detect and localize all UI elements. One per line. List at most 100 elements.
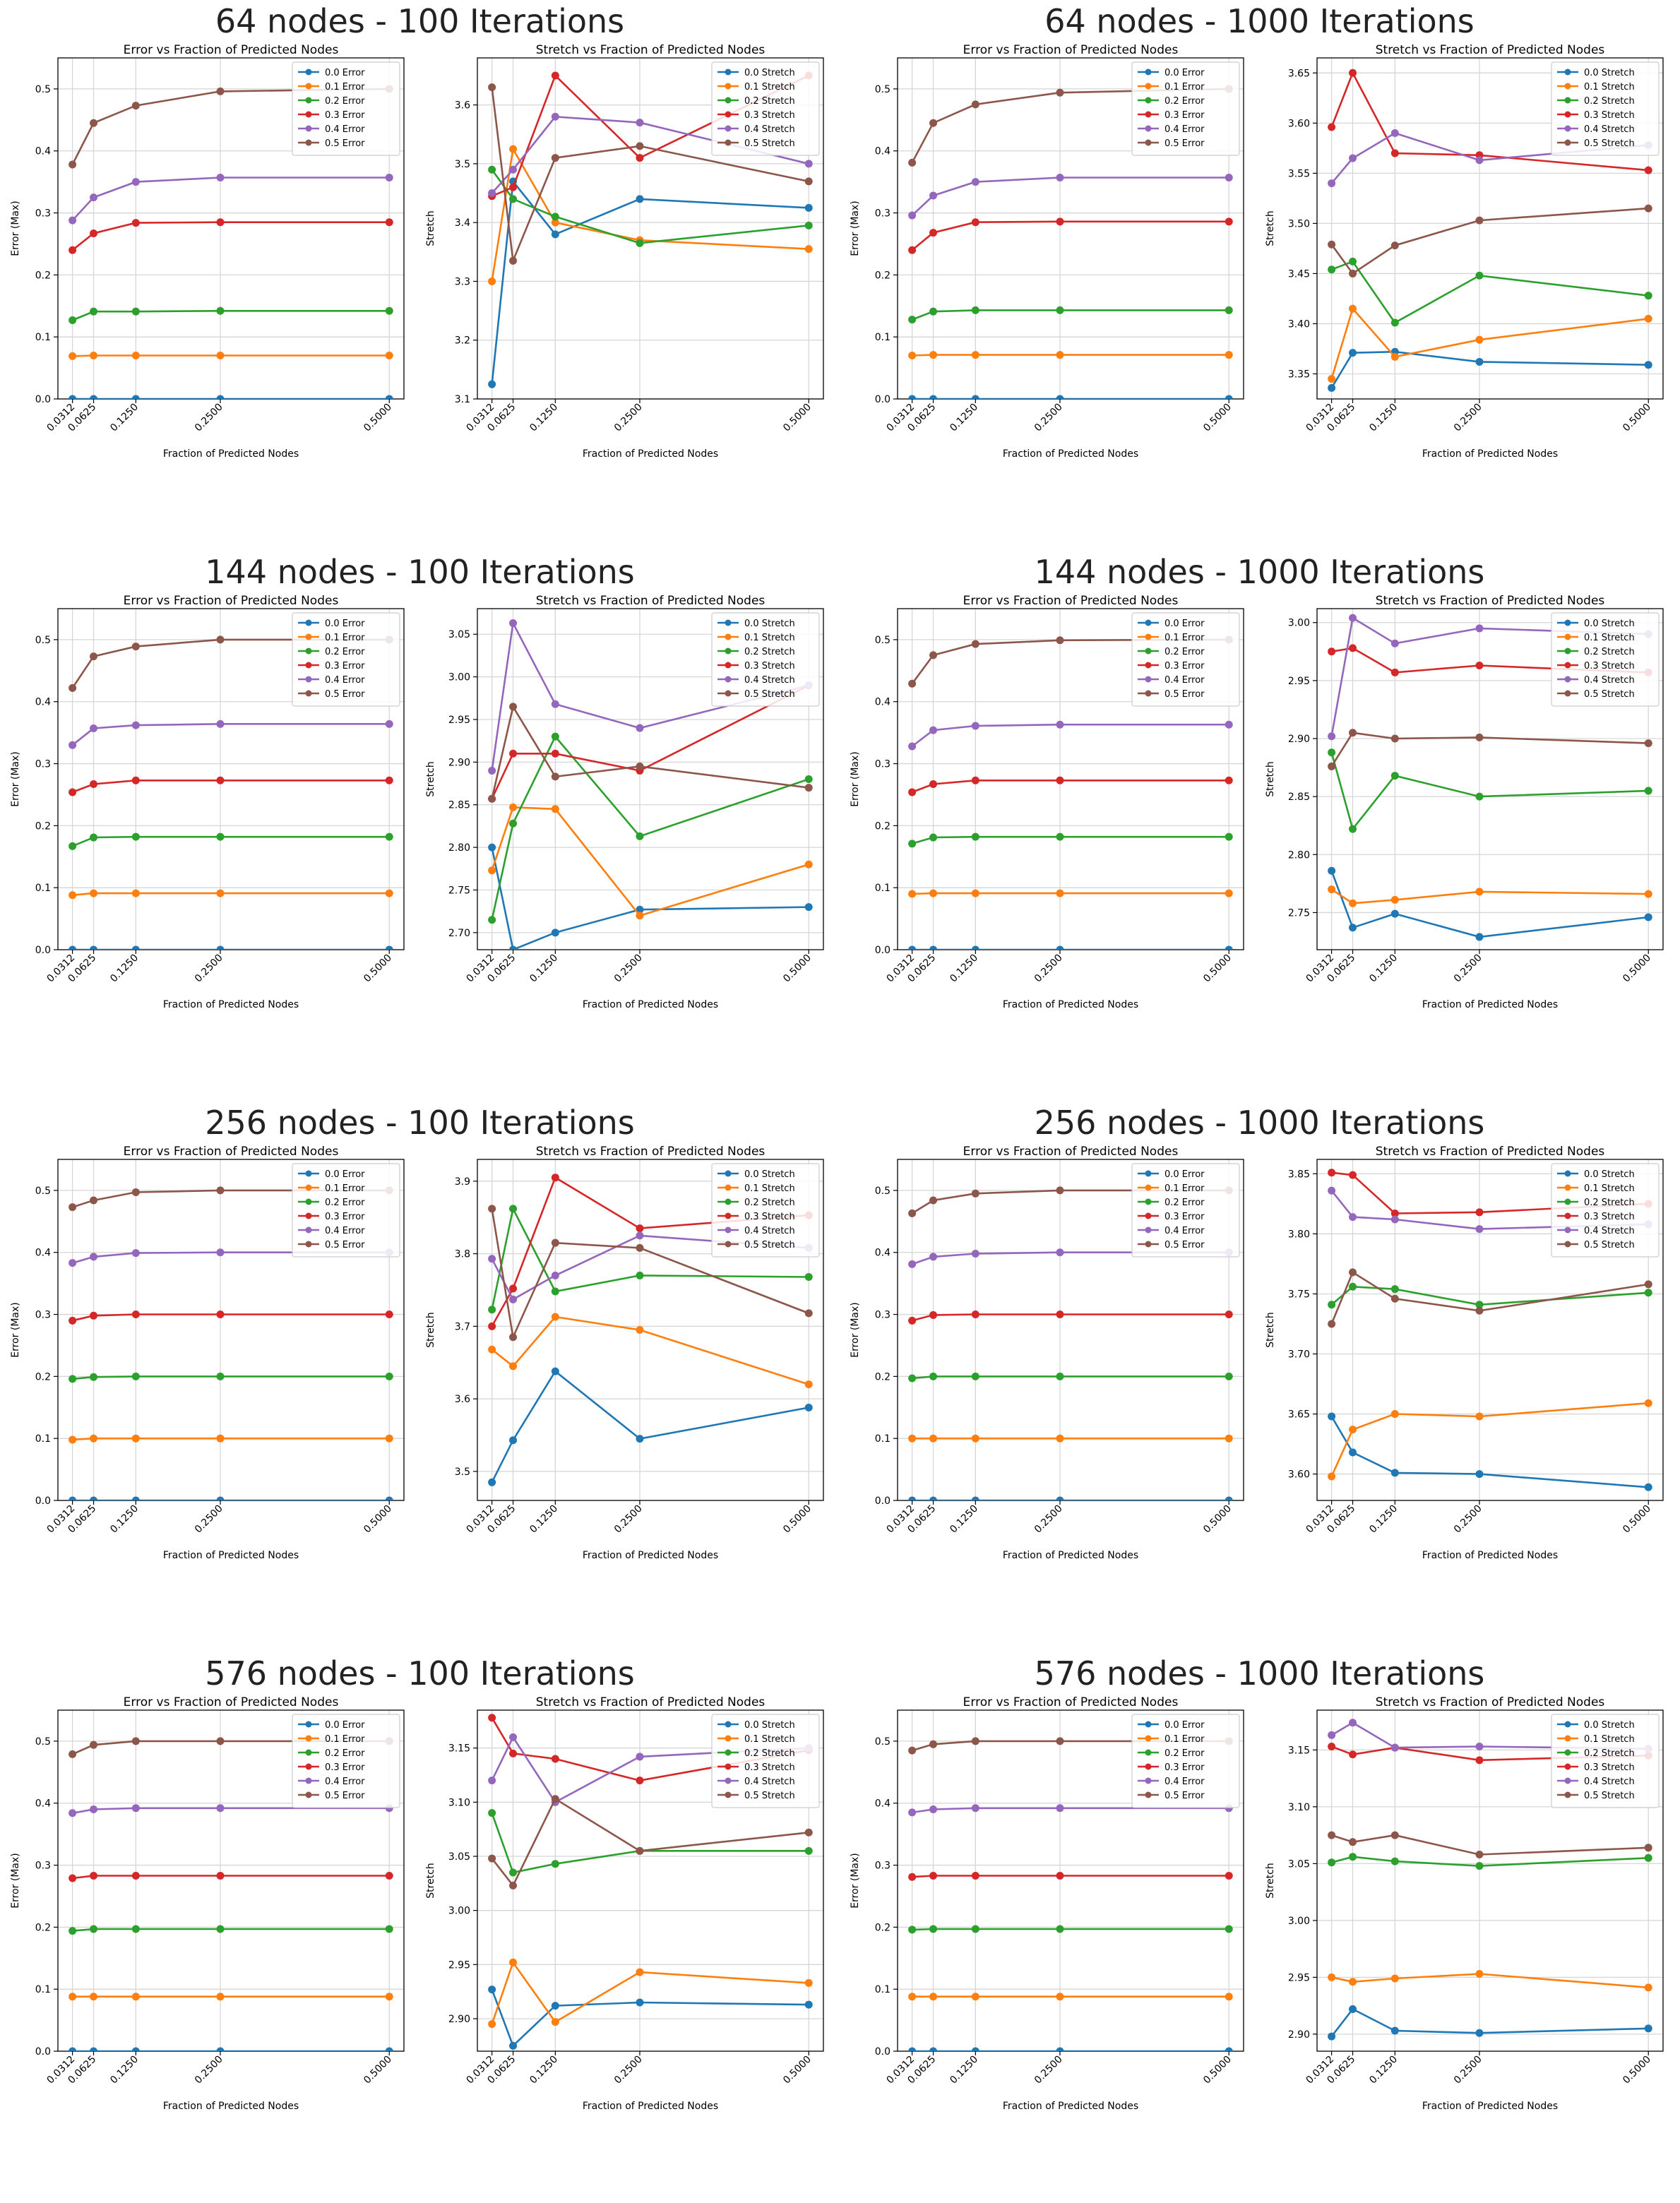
data-point [1644, 739, 1652, 748]
data-point [131, 2047, 140, 2051]
data-point [1349, 924, 1357, 932]
y-tick-label: 0.5 [35, 1736, 51, 1748]
data-point [1390, 149, 1399, 157]
data-point [1644, 361, 1652, 369]
y-tick-label: 3.75 [1288, 1289, 1310, 1300]
data-point [216, 2047, 225, 2051]
data-point [908, 1873, 917, 1881]
data-point [971, 945, 979, 950]
x-tick-label: 0.1250 [108, 2054, 141, 2086]
x-axis-label: Fraction of Predicted Nodes [583, 448, 718, 460]
data-point [1056, 1248, 1064, 1257]
legend-label: 0.1 Stretch [744, 1183, 795, 1194]
legend-marker [725, 83, 732, 90]
data-point [636, 1753, 644, 1761]
data-point [488, 1714, 496, 1722]
data-point [90, 352, 98, 360]
legend-label: 0.5 Stretch [744, 1240, 795, 1250]
data-point [1475, 933, 1484, 941]
data-point [1328, 866, 1336, 875]
legend-marker [725, 68, 732, 76]
data-point [1328, 1169, 1336, 1177]
x-tick-label: 0.1250 [528, 953, 560, 985]
data-point [971, 640, 979, 648]
data-point [971, 1372, 979, 1380]
legend-marker [1145, 1212, 1152, 1219]
block-title: 256 nodes - 1000 Iterations [1034, 1104, 1485, 1142]
data-point [216, 1993, 225, 2001]
data-point [1475, 1850, 1484, 1858]
data-point [1328, 265, 1336, 274]
data-point [1644, 1280, 1652, 1289]
data-point [216, 306, 225, 315]
data-point [636, 1846, 644, 1855]
legend-label: 0.2 Stretch [744, 96, 795, 107]
data-point [1328, 732, 1336, 741]
legend-marker [305, 1791, 312, 1798]
y-tick-label: 0.2 [875, 270, 890, 281]
legend-label: 0.1 Stretch [744, 1734, 795, 1745]
legend-marker [1564, 83, 1571, 90]
y-tick-label: 0.5 [35, 1186, 51, 1197]
y-axis-label: Stretch [1265, 1863, 1276, 1899]
data-point [551, 1367, 559, 1375]
legend-marker [1564, 111, 1571, 118]
data-point [488, 843, 496, 852]
data-point [1390, 352, 1399, 361]
y-axis-label: Stretch [1265, 210, 1276, 246]
legend-marker [305, 633, 312, 640]
data-point [1328, 240, 1336, 249]
data-point [908, 945, 917, 950]
legend-marker [305, 1735, 312, 1742]
x-tick-label: 0.1250 [1367, 402, 1400, 434]
legend-marker [305, 125, 312, 132]
y-tick-label: 0.0 [875, 1495, 890, 1507]
legend-marker [725, 662, 732, 669]
data-point [216, 218, 225, 227]
legend-label: 0.0 Stretch [1584, 68, 1635, 78]
data-point [488, 1255, 496, 1263]
y-axis-label: Error (Max) [10, 1853, 21, 1908]
data-point [90, 119, 98, 127]
data-point [929, 833, 938, 842]
data-point [90, 724, 98, 732]
data-point [551, 805, 559, 813]
legend-marker [725, 1721, 732, 1728]
data-point [509, 1868, 518, 1877]
y-tick-label: 3.60 [1288, 1469, 1310, 1481]
data-point [1475, 888, 1484, 896]
legend-label: 0.0 Stretch [1584, 1169, 1635, 1180]
data-point [636, 1243, 644, 1252]
data-point [216, 1737, 225, 1745]
data-point [1475, 1743, 1484, 1751]
data-point [551, 230, 559, 239]
x-tick-label: 0.5000 [781, 1503, 814, 1536]
legend-marker [725, 633, 732, 640]
data-point [509, 1362, 518, 1371]
data-point [908, 211, 917, 220]
x-tick-label: 0.1250 [108, 953, 141, 985]
y-axis-label: Error (Max) [850, 751, 861, 806]
data-point [1644, 292, 1652, 300]
y-tick-label: 0.1 [875, 1984, 890, 1995]
y-tick-label: 3.05 [448, 629, 470, 640]
legend-label: 0.2 Error [1164, 96, 1205, 107]
data-point [68, 216, 77, 225]
data-point [1056, 889, 1064, 897]
legend-marker [1564, 1226, 1571, 1234]
y-tick-label: 3.00 [448, 672, 470, 683]
axes-frame [1316, 1159, 1664, 1501]
legend-label: 0.0 Error [1164, 1720, 1205, 1731]
data-point [216, 776, 225, 784]
x-tick-label: 0.1250 [1367, 2054, 1400, 2086]
data-point [216, 1311, 225, 1319]
y-tick-label: 0.5 [35, 84, 51, 95]
data-point [509, 2041, 518, 2050]
data-point [1390, 1974, 1399, 1983]
data-point [929, 395, 938, 399]
legend-label: 0.2 Error [325, 96, 365, 107]
y-tick-label: 2.95 [448, 715, 470, 726]
legend-marker [1145, 68, 1152, 76]
data-point [804, 1272, 813, 1281]
data-point [929, 1496, 938, 1500]
